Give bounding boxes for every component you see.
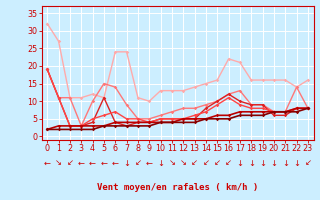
Text: ↙: ↙ [191, 158, 198, 168]
Text: ↙: ↙ [67, 158, 73, 168]
Text: ↓: ↓ [259, 158, 266, 168]
Text: ↓: ↓ [282, 158, 289, 168]
Text: ←: ← [112, 158, 119, 168]
Text: ↓: ↓ [123, 158, 130, 168]
Text: ↙: ↙ [214, 158, 221, 168]
Text: ↓: ↓ [293, 158, 300, 168]
Text: ↙: ↙ [203, 158, 209, 168]
Text: ↓: ↓ [157, 158, 164, 168]
Text: ↘: ↘ [168, 158, 175, 168]
Text: ←: ← [146, 158, 153, 168]
Text: Vent moyen/en rafales ( km/h ): Vent moyen/en rafales ( km/h ) [97, 184, 258, 192]
Text: ↓: ↓ [248, 158, 255, 168]
Text: ←: ← [78, 158, 85, 168]
Text: ←: ← [89, 158, 96, 168]
Text: ↓: ↓ [270, 158, 277, 168]
Text: ↓: ↓ [236, 158, 244, 168]
Text: ↘: ↘ [180, 158, 187, 168]
Text: ←: ← [44, 158, 51, 168]
Text: ↙: ↙ [134, 158, 141, 168]
Text: ←: ← [100, 158, 108, 168]
Text: ↘: ↘ [55, 158, 62, 168]
Text: ↙: ↙ [225, 158, 232, 168]
Text: ↙: ↙ [304, 158, 311, 168]
